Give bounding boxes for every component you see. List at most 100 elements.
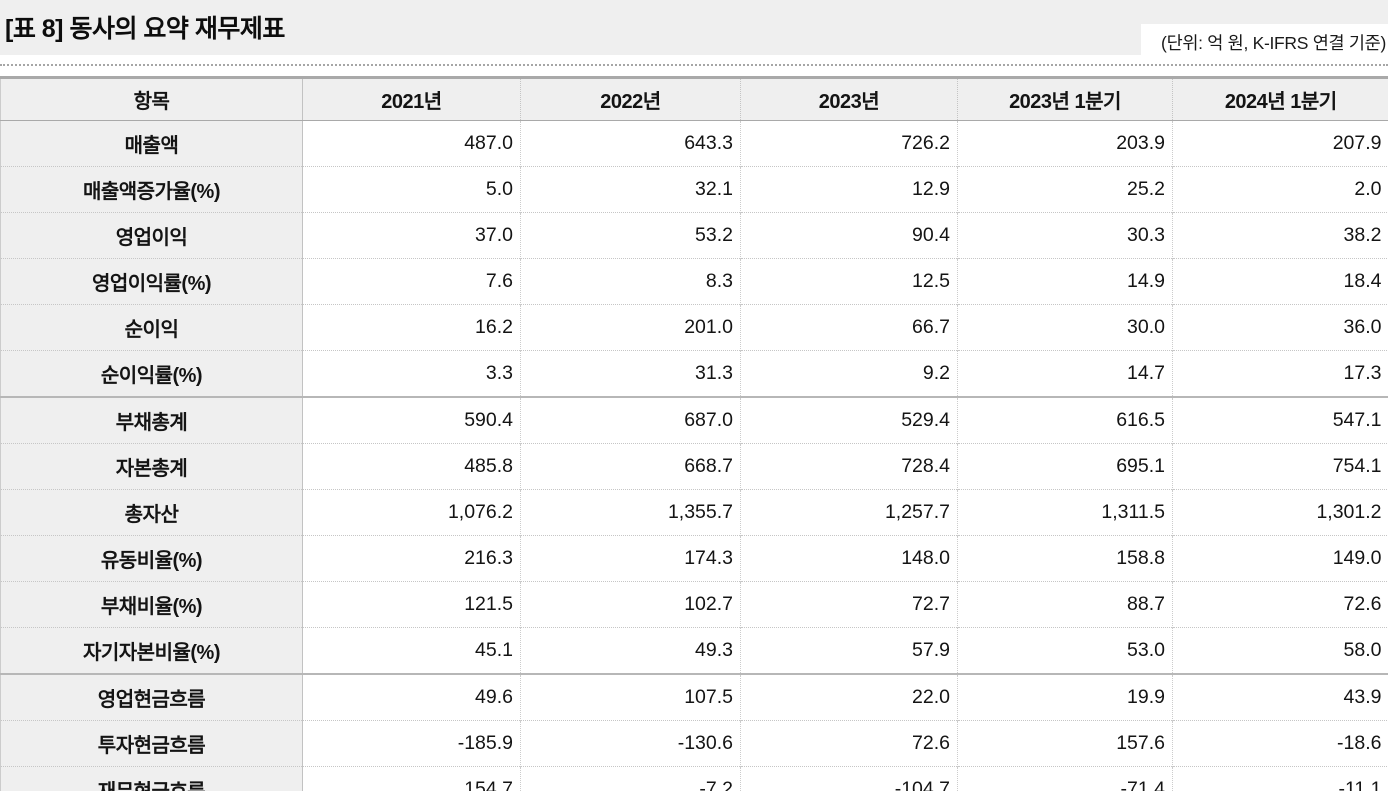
table-row: 재무현금흐름154.7-7.2-104.7-71.4-11.1	[0, 766, 1388, 791]
row-label: 부채비율(%)	[0, 581, 303, 628]
cell-value: 754.1	[1172, 443, 1388, 490]
financial-summary-table: 항목 2021년 2022년 2023년 2023년 1분기 2024년 1분기 매출액 4…	[0, 76, 1388, 791]
table-row: 투자현금흐름 -185.9 -130.6 72.6 157.6 -18.6	[0, 720, 1388, 767]
table-row: 자본총계 485.8 668.7 728.4 695.1 754.1	[0, 443, 1388, 490]
cell-value: 201.0	[520, 304, 741, 351]
cell-value: -7.2	[520, 766, 741, 791]
row-label: 부채총계	[0, 396, 303, 444]
cell-value: 43.9	[1172, 673, 1388, 721]
table-row: 영업이익 37.0 53.2 90.4 30.3 38.2	[0, 212, 1388, 259]
cell-value: 72.6	[740, 720, 958, 767]
cell-value: 8.3	[520, 258, 741, 305]
cell-value: 14.9	[957, 258, 1173, 305]
cell-value: 72.7	[740, 581, 958, 628]
cell-value: 19.9	[957, 673, 1173, 721]
row-label: 순이익률(%)	[0, 350, 303, 397]
cell-value: 1,076.2	[302, 489, 521, 536]
row-label: 매출액	[0, 120, 303, 167]
cell-value: 3.3	[302, 350, 521, 397]
cell-value: 5.0	[302, 166, 521, 213]
cell-value: 66.7	[740, 304, 958, 351]
cell-value: 57.9	[740, 627, 958, 674]
cell-value: 2.0	[1172, 166, 1388, 213]
cell-value: -71.4	[957, 766, 1173, 791]
cell-value: 25.2	[957, 166, 1173, 213]
table-row: 유동비율(%) 216.3 174.3 148.0 158.8 149.0	[0, 535, 1388, 582]
column-header-item: 항목	[0, 77, 303, 121]
cell-value: 643.3	[520, 120, 741, 167]
cell-value: 45.1	[302, 627, 521, 674]
row-label: 영업이익	[0, 212, 303, 259]
column-header-year: 2022년	[520, 77, 741, 121]
cell-value: 149.0	[1172, 535, 1388, 582]
cell-value: 668.7	[520, 443, 741, 490]
cell-value: 529.4	[740, 396, 958, 444]
unit-note: (단위: 억 원, K-IFRS 연결 기준)	[1141, 24, 1388, 61]
row-label: 영업이익률(%)	[0, 258, 303, 305]
cell-value: 1,355.7	[520, 489, 741, 536]
row-label: 매출액증가율(%)	[0, 166, 303, 213]
title-table-divider	[0, 64, 1388, 66]
cell-value: 726.2	[740, 120, 958, 167]
cell-value: 154.7	[302, 766, 521, 791]
cell-value: 174.3	[520, 535, 741, 582]
cell-value: 38.2	[1172, 212, 1388, 259]
cell-value: 148.0	[740, 535, 958, 582]
cell-value: 31.3	[520, 350, 741, 397]
cell-value: 695.1	[957, 443, 1173, 490]
cell-value: 58.0	[1172, 627, 1388, 674]
row-label: 유동비율(%)	[0, 535, 303, 582]
cell-value: 158.8	[957, 535, 1173, 582]
cell-value: 207.9	[1172, 120, 1388, 167]
cell-value: 53.0	[957, 627, 1173, 674]
cell-value: 487.0	[302, 120, 521, 167]
cell-value: 590.4	[302, 396, 521, 444]
cell-value: 9.2	[740, 350, 958, 397]
cell-value: 121.5	[302, 581, 521, 628]
cell-value: -130.6	[520, 720, 741, 767]
row-label: 재무현금흐름	[0, 766, 303, 791]
cell-value: 12.5	[740, 258, 958, 305]
cell-value: 107.5	[520, 673, 741, 721]
table-row: 영업현금흐름 49.6 107.5 22.0 19.9 43.9	[0, 673, 1388, 721]
column-header-year: 2024년 1분기	[1172, 77, 1388, 121]
page-title: [표 8] 동사의 요약 재무제표	[5, 15, 285, 43]
cell-value: 203.9	[957, 120, 1173, 167]
cell-value: 7.6	[302, 258, 521, 305]
cell-value: 728.4	[740, 443, 958, 490]
cell-value: 102.7	[520, 581, 741, 628]
table-row: 부채총계 590.4 687.0 529.4 616.5 547.1	[0, 396, 1388, 444]
cell-value: 547.1	[1172, 396, 1388, 444]
table-row: 순이익 16.2 201.0 66.7 30.0 36.0	[0, 304, 1388, 351]
cell-value: 16.2	[302, 304, 521, 351]
cell-value: 49.3	[520, 627, 741, 674]
cell-value: 1,301.2	[1172, 489, 1388, 536]
cell-value: 36.0	[1172, 304, 1388, 351]
table-row: 총자산 1,076.2 1,355.7 1,257.7 1,311.5 1,301.2	[0, 489, 1388, 536]
table-header-row: 항목 2021년 2022년 2023년 2023년 1분기 2024년 1분기	[0, 77, 1388, 121]
table-row: 순이익률(%) 3.3 31.3 9.2 14.7 17.3	[0, 350, 1388, 397]
table-row: 자기자본비율(%) 45.1 49.3 57.9 53.0 58.0	[0, 627, 1388, 674]
cell-value: 22.0	[740, 673, 958, 721]
cell-value: 88.7	[957, 581, 1173, 628]
row-label: 총자산	[0, 489, 303, 536]
cell-value: 1,257.7	[740, 489, 958, 536]
cell-value: 216.3	[302, 535, 521, 582]
cell-value: 90.4	[740, 212, 958, 259]
cell-value: 12.9	[740, 166, 958, 213]
column-header-year: 2023년 1분기	[957, 77, 1173, 121]
cell-value: 32.1	[520, 166, 741, 213]
cell-value: 687.0	[520, 396, 741, 444]
cell-value: 49.6	[302, 673, 521, 721]
row-label: 자본총계	[0, 443, 303, 490]
table-row: 부채비율(%) 121.5 102.7 72.7 88.7 72.6	[0, 581, 1388, 628]
cell-value: 72.6	[1172, 581, 1388, 628]
row-label: 투자현금흐름	[0, 720, 303, 767]
table-row: 영업이익률(%) 7.6 8.3 12.5 14.9 18.4	[0, 258, 1388, 305]
table-row: 매출액증가율(%) 5.0 32.1 12.9 25.2 2.0	[0, 166, 1388, 213]
row-label: 순이익	[0, 304, 303, 351]
row-label: 영업현금흐름	[0, 673, 303, 721]
row-label: 자기자본비율(%)	[0, 627, 303, 674]
cell-value: 30.0	[957, 304, 1173, 351]
